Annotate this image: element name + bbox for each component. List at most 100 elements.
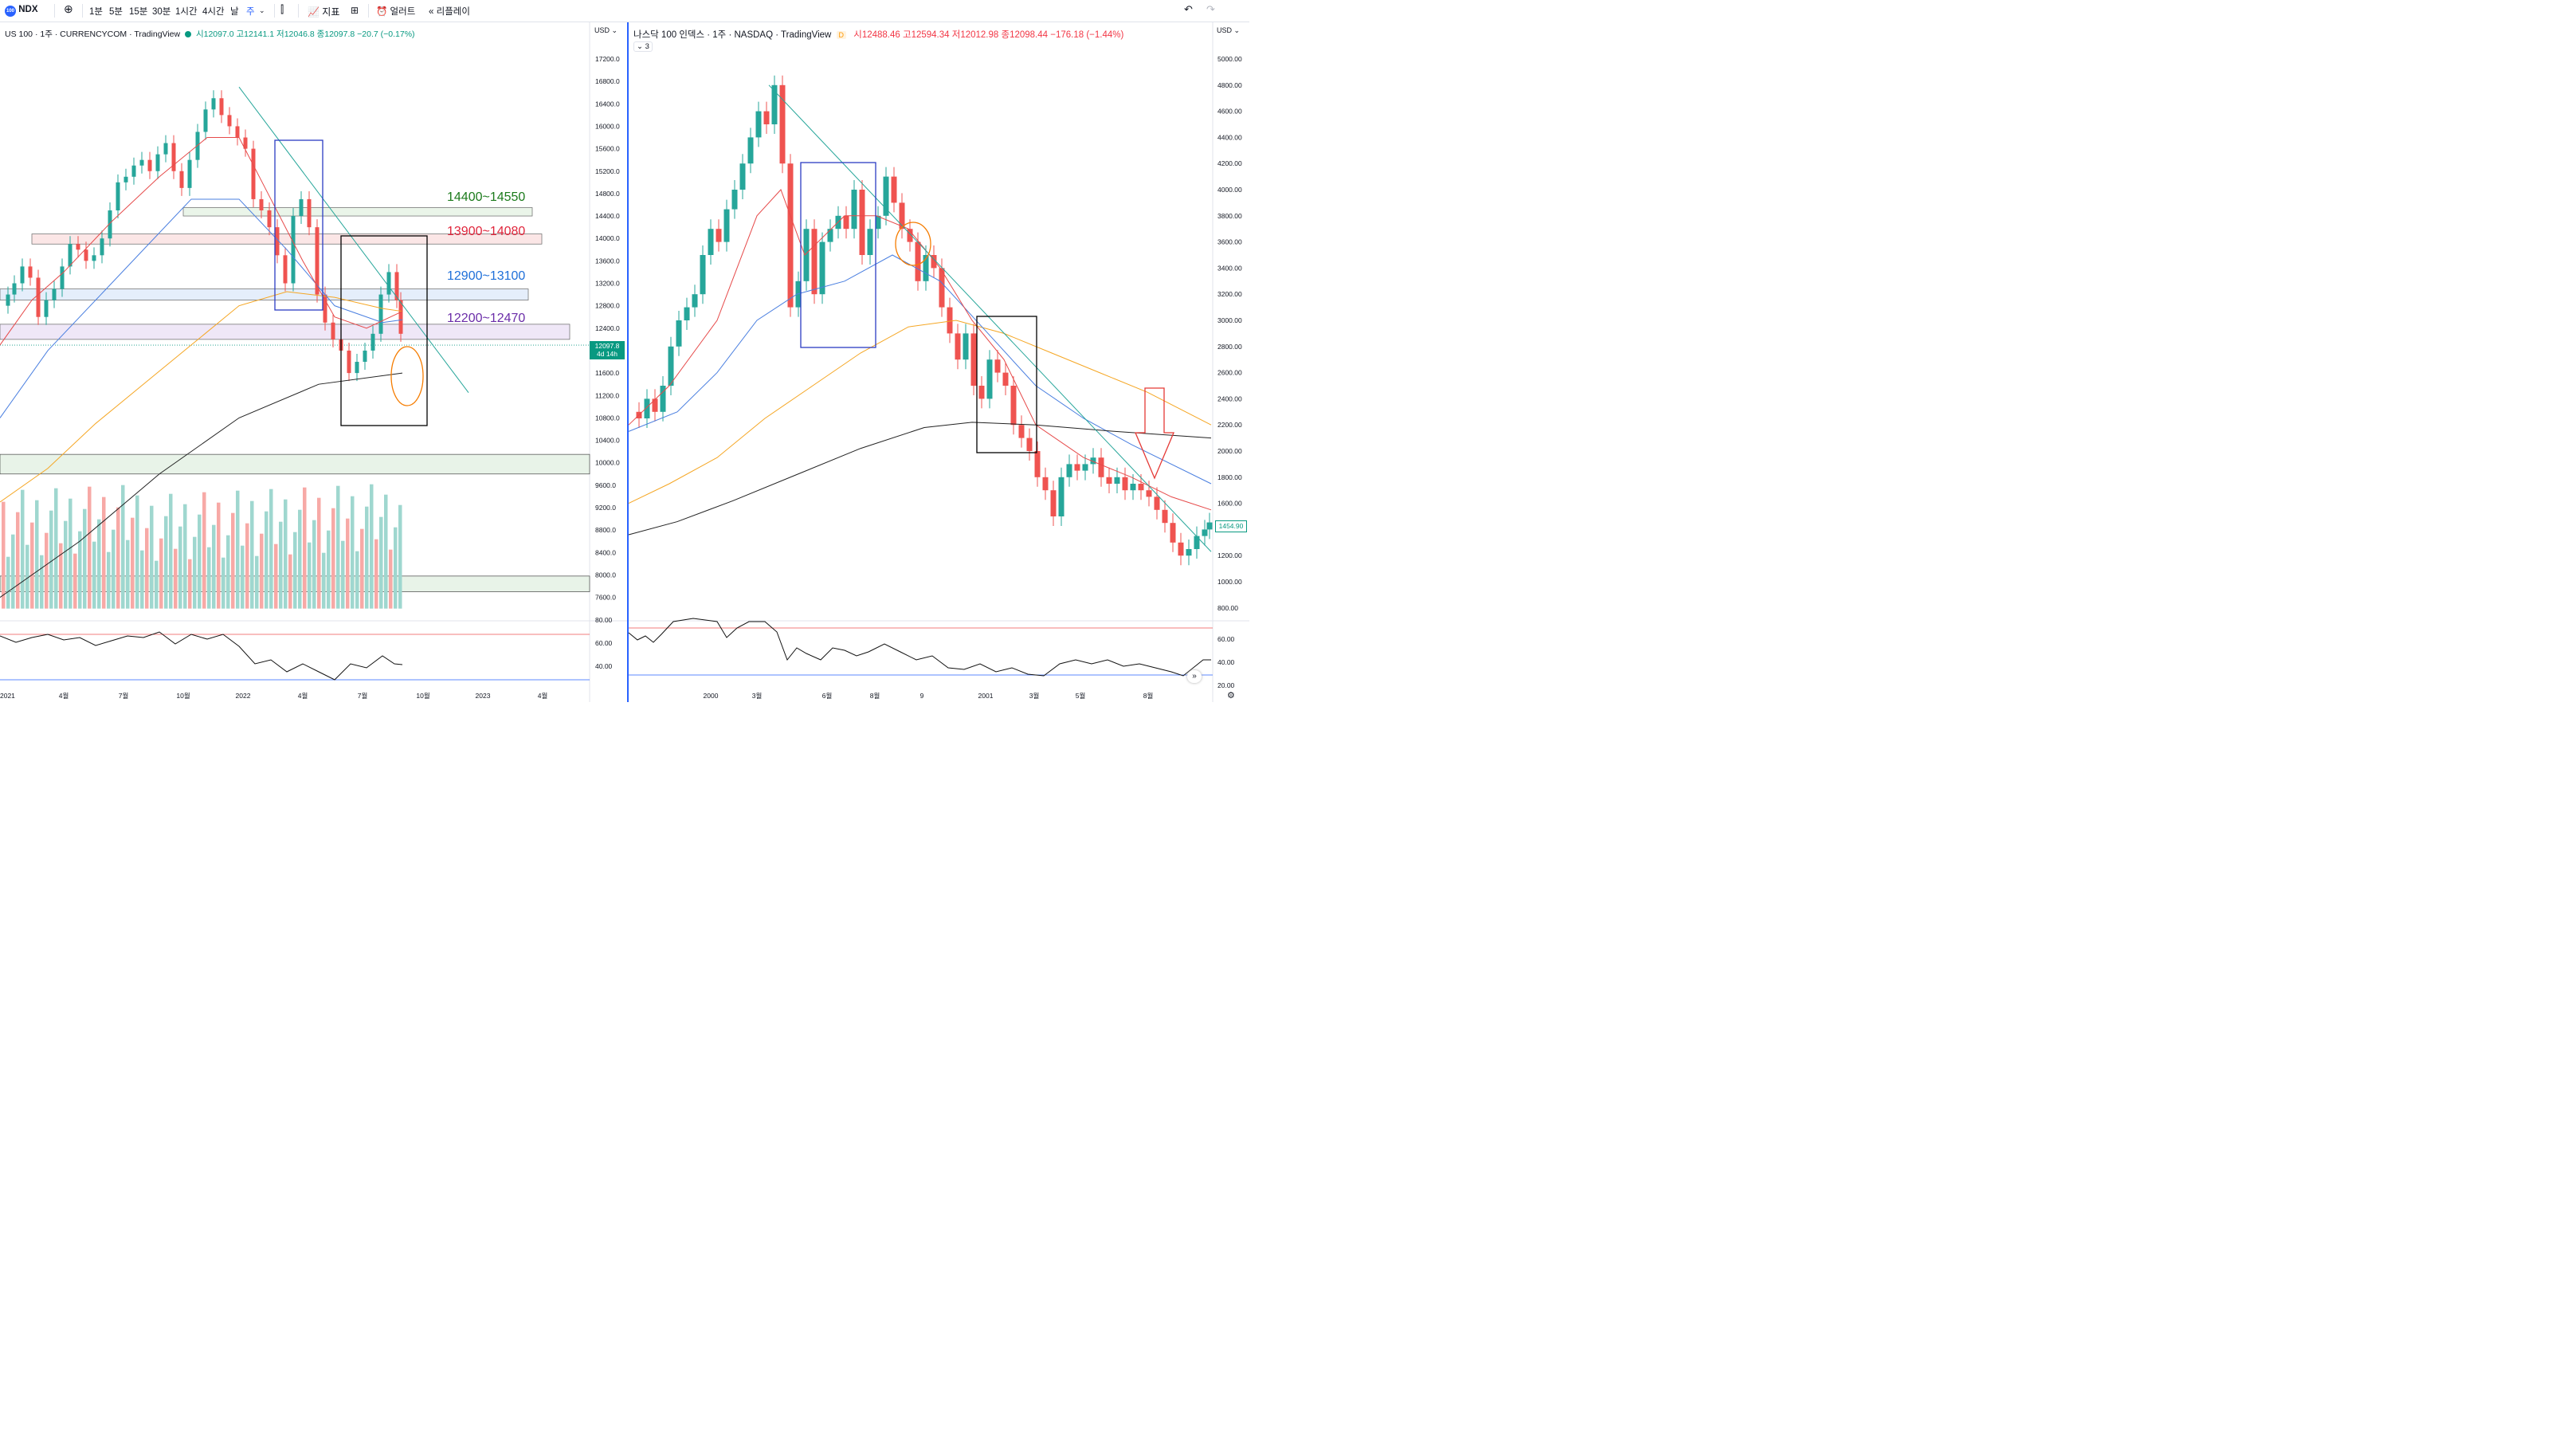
- right-candle: [1130, 484, 1136, 491]
- layout-grid-icon[interactable]: ⊞: [351, 5, 359, 16]
- tf-1w[interactable]: 주: [246, 7, 255, 17]
- candle-type-icon[interactable]: ⫿: [280, 3, 284, 15]
- right-x-tick: 8월: [870, 692, 880, 700]
- left-candle: [92, 255, 96, 261]
- zone-label-14400: 14400~14550: [447, 190, 525, 204]
- scroll-to-realtime-button[interactable]: »: [1187, 670, 1202, 683]
- left-open: 시12097.0: [195, 29, 234, 39]
- chart-settings-gear-icon[interactable]: ⚙: [1227, 691, 1235, 700]
- left-y-tick: 7600.0: [595, 594, 616, 602]
- right-y-tick: 3800.00: [1217, 212, 1242, 220]
- left-volume-bar: [25, 544, 29, 609]
- alert-button[interactable]: ⏰ 얼러트: [376, 5, 415, 18]
- right-y-tick: 2000.00: [1217, 447, 1242, 455]
- left-candle: [116, 182, 120, 211]
- right-ma-200: [628, 422, 1212, 536]
- left-volume-bar: [308, 542, 312, 609]
- left-candle: [211, 98, 216, 110]
- right-y-tick: 3600.00: [1217, 238, 1242, 246]
- right-candle: [1058, 477, 1065, 516]
- right-x-tick: 2001: [978, 692, 994, 700]
- right-candle: [692, 294, 698, 308]
- left-currency[interactable]: USD ⌄: [594, 26, 618, 34]
- right-candle: [1066, 464, 1072, 477]
- left-candle: [371, 333, 375, 351]
- indicators-label: 지표: [322, 6, 340, 18]
- left-candle: [398, 300, 403, 334]
- left-volume-bar: [303, 487, 307, 609]
- left-volume-bar: [59, 543, 63, 609]
- right-candle: [652, 398, 658, 412]
- right-black-box: [976, 316, 1037, 453]
- left-volume-bar: [222, 557, 225, 609]
- left-candle: [12, 283, 17, 295]
- left-x-tick: 4월: [538, 692, 548, 700]
- left-candle: [299, 198, 304, 217]
- right-candle: [1202, 529, 1208, 536]
- indicators-icon: 📈: [308, 6, 320, 18]
- left-x-tick: 7월: [119, 692, 129, 700]
- indicators-button[interactable]: 📈 지표: [308, 5, 339, 18]
- symbol-search[interactable]: 100 NDX: [5, 5, 37, 17]
- left-volume-bar: [327, 530, 331, 609]
- tf-1d[interactable]: 날: [230, 7, 239, 17]
- left-x-tick: 7월: [358, 692, 368, 700]
- right-currency[interactable]: USD ⌄: [1217, 26, 1241, 34]
- right-candle: [963, 333, 969, 360]
- indicator-count-toggle[interactable]: ⌄ 3: [633, 41, 653, 52]
- left-volume-bar: [174, 548, 178, 609]
- charts-canvas[interactable]: 7600.0 8000.0 8400.0 8800.0 9200.0 9600.0 1000…: [0, 22, 1249, 702]
- right-candle: [1138, 484, 1144, 491]
- replay-button[interactable]: « 리플레이: [429, 5, 470, 18]
- tf-15m[interactable]: 15분: [129, 7, 148, 17]
- left-candle: [124, 176, 128, 182]
- right-low: 저12012.98: [951, 30, 999, 40]
- tf-5m[interactable]: 5분: [109, 7, 123, 17]
- left-y-tick: 14000.0: [595, 234, 620, 242]
- right-y-tick: 3200.00: [1217, 290, 1242, 298]
- left-volume-bar: [226, 535, 230, 609]
- right-y-tick: 4600.00: [1217, 108, 1242, 116]
- right-x-tick: 2000: [704, 692, 719, 700]
- right-rsi-tick: 20.00: [1217, 681, 1235, 689]
- left-volume-bar: [250, 500, 254, 609]
- compare-add-icon[interactable]: ⊕: [64, 2, 73, 15]
- left-volume-bar: [207, 547, 211, 609]
- left-candle: [315, 227, 320, 295]
- left-candle: [355, 362, 359, 374]
- tf-1h[interactable]: 1시간: [175, 7, 198, 17]
- left-volume-bar: [21, 489, 25, 609]
- tf-30m[interactable]: 30분: [152, 7, 171, 17]
- left-candle: [36, 277, 41, 317]
- redo-icon[interactable]: ↷: [1206, 3, 1215, 15]
- left-candle: [84, 249, 88, 261]
- right-y-tick: 4000.00: [1217, 186, 1242, 194]
- undo-icon[interactable]: ↶: [1184, 3, 1193, 15]
- left-volume-bar: [322, 552, 326, 609]
- left-last-price-tag: 12097.8 4d 14h: [590, 341, 625, 359]
- right-y-tick: 2800.00: [1217, 343, 1242, 351]
- left-volume-bar: [236, 490, 240, 609]
- left-candle: [203, 109, 208, 132]
- left-y-tick: 15200.0: [595, 167, 620, 175]
- right-candle: [1162, 509, 1168, 524]
- left-y-tick: 8000.0: [595, 571, 616, 579]
- tf-dropdown-icon[interactable]: ⌄: [259, 6, 265, 14]
- tf-1m[interactable]: 1분: [89, 7, 103, 17]
- left-volume-bar: [178, 526, 182, 609]
- left-volume-bar: [150, 505, 154, 609]
- left-y-tick: 10400.0: [595, 437, 620, 445]
- right-y-tick: 1200.00: [1217, 551, 1242, 559]
- left-currency-label: USD: [594, 26, 610, 34]
- right-candle: [859, 190, 865, 255]
- left-candle: [235, 126, 240, 138]
- tf-4h[interactable]: 4시간: [202, 7, 225, 17]
- right-candle: [1034, 451, 1041, 477]
- right-orange-ellipse: [895, 222, 931, 266]
- left-volume-bar: [298, 509, 302, 609]
- right-candle: [955, 333, 961, 360]
- left-volume-bar: [159, 538, 163, 609]
- right-candle: [978, 386, 985, 399]
- right-currency-label: USD: [1217, 26, 1233, 34]
- left-y-tick: 15600.0: [595, 145, 620, 153]
